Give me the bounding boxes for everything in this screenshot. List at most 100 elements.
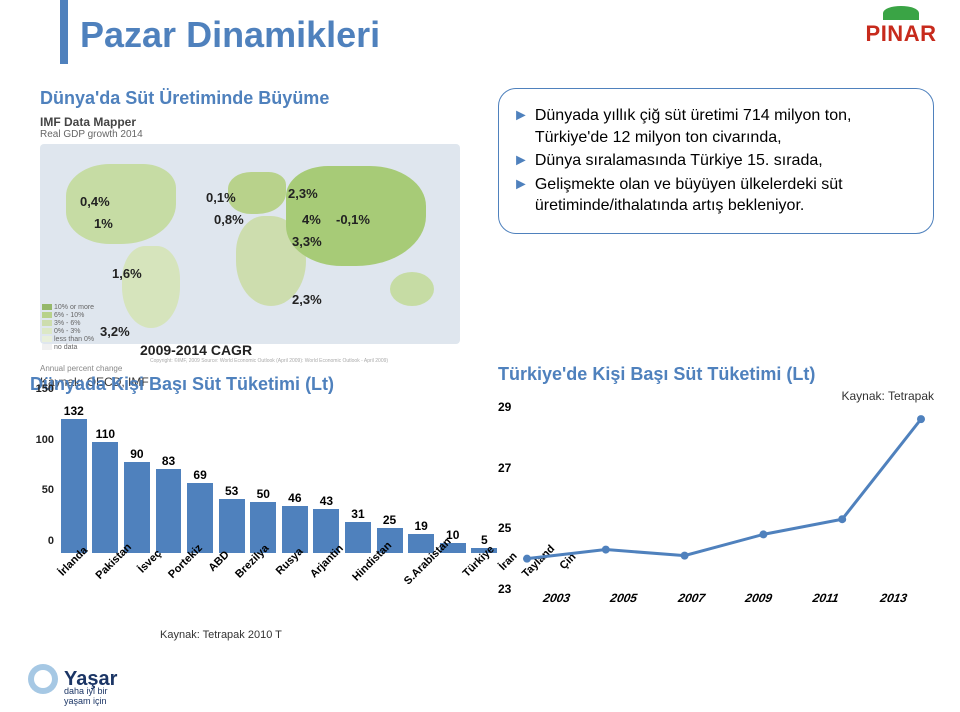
footer-logo-icon <box>28 664 58 694</box>
bar-value: 69 <box>193 468 206 482</box>
map-annual-change: Annual percent change <box>40 364 480 373</box>
line-point <box>917 415 925 423</box>
leaf-icon <box>883 6 919 20</box>
y-tick: 50 <box>42 484 54 496</box>
page-rule <box>60 0 68 64</box>
map-overlay-label: 3,3% <box>292 234 322 249</box>
y-tick: 27 <box>498 461 511 475</box>
callout-item: Gelişmekte olan ve büyüyen ülkelerdeki s… <box>513 174 917 217</box>
bar-value: 31 <box>351 507 364 521</box>
map-caption-1: IMF Data Mapper <box>40 115 480 129</box>
map-overlay-label: 3,2% <box>100 324 130 339</box>
bar: 53 <box>219 499 245 553</box>
bar-cell: 90 <box>121 462 153 553</box>
y-tick: 25 <box>498 521 511 535</box>
bar-cell: 69 <box>184 483 216 553</box>
bar-cell: 132 <box>58 419 90 553</box>
line-point <box>602 546 610 554</box>
y-tick: 100 <box>36 434 54 446</box>
world-bar-yaxis: 050100150 <box>30 401 54 553</box>
bar-value: 83 <box>162 454 175 468</box>
x-category: 2003 <box>520 591 592 617</box>
bar: 31 <box>345 522 371 553</box>
world-map: 0,4% 1% 1,6% 3,2% 0,1% 0,8% 2,3% 4% -0,1% 3,3% 2,3… <box>40 144 460 344</box>
map-overlay-label: 0,4% <box>80 194 110 209</box>
map-overlay-label: 1,6% <box>112 266 142 281</box>
footer-tagline: daha iyi bir yaşam için <box>64 686 117 706</box>
map-overlay-label: 2,3% <box>288 186 318 201</box>
callout-text: Dünyada yıllık çiğ süt üretimi 714 milyo… <box>535 105 917 148</box>
world-bar-plot: 050100150 13211090836953504643312519105 … <box>30 401 500 591</box>
bar-cell: 83 <box>153 469 185 553</box>
callout-item: Dünya sıralamasında Türkiye 15. sırada, <box>513 150 917 172</box>
bar: 69 <box>187 483 213 553</box>
world-bar-source: Kaynak: Tetrapak 2010 T <box>160 629 282 641</box>
y-tick: 23 <box>498 582 511 596</box>
bar: 132 <box>61 419 87 553</box>
cagr-label: 2009-2014 CAGR <box>140 342 480 358</box>
bar-value: 43 <box>320 494 333 508</box>
map-legend: 10% or more6% - 10%3% - 6%0% - 3%less th… <box>42 304 94 352</box>
bar: 90 <box>124 462 150 553</box>
world-bar-subtitle: Dünyada Kişi Başı Süt Tüketimi (Lt) <box>30 374 505 395</box>
bullet-icon <box>513 174 529 217</box>
bullet-icon <box>513 150 529 172</box>
map-overlay-label: 4% <box>302 212 321 227</box>
tr-line-plot: 23252729200320052007200920112013 <box>498 407 926 617</box>
bar-cell: 53 <box>216 499 248 553</box>
line-point <box>838 515 846 523</box>
y-tick: 150 <box>36 383 54 395</box>
continent-south-america <box>122 246 180 328</box>
map-overlay-label: 0,1% <box>206 190 236 205</box>
line-point <box>523 555 531 563</box>
line-point <box>759 530 767 538</box>
bar-value: 46 <box>288 491 301 505</box>
map-subtitle: Dünya'da Süt Üretiminde Büyüme <box>40 88 480 109</box>
bar-cell: 31 <box>342 522 374 553</box>
callout-box: Dünyada yıllık çiğ süt üretimi 714 milyo… <box>498 88 934 234</box>
section-world-map: Dünya'da Süt Üretiminde Büyüme IMF Data … <box>40 88 480 389</box>
brand-logo: PINAR <box>854 6 948 47</box>
bar: 83 <box>156 469 182 553</box>
x-axis: 200320052007200920112013 <box>522 591 926 617</box>
bar-value: 90 <box>130 447 143 461</box>
x-category: 2009 <box>722 591 794 617</box>
bullet-icon <box>513 105 529 148</box>
map-overlay-label: -0,1% <box>336 212 370 227</box>
x-category: 2013 <box>856 591 928 617</box>
bar-value: 25 <box>383 513 396 527</box>
world-bar-categories: İrlandaPakistanİsveçPortekizABDBrezilyaR… <box>58 553 500 591</box>
map-overlay-label: 0,8% <box>214 212 244 227</box>
bar: 110 <box>92 442 118 553</box>
world-bar-bars: 13211090836953504643312519105 <box>58 401 500 553</box>
footer-logo: Yaşar daha iyi bir yaşam için <box>28 664 117 694</box>
x-category: 2007 <box>654 591 726 617</box>
callout-text: Gelişmekte olan ve büyüyen ülkelerdeki s… <box>535 174 917 217</box>
callout-item: Dünyada yıllık çiğ süt üretimi 714 milyo… <box>513 105 917 148</box>
x-category: 2005 <box>587 591 659 617</box>
map-caption-2: Real GDP growth 2014 <box>40 129 480 140</box>
section-world-bar-chart: Dünyada Kişi Başı Süt Tüketimi (Lt) 0 50 1… <box>30 374 505 591</box>
bar-value: 19 <box>414 519 427 533</box>
bar-cell: 110 <box>90 442 122 553</box>
bar-value: 132 <box>64 404 84 418</box>
x-category: 2011 <box>789 591 861 617</box>
brand-name: PINAR <box>854 21 948 47</box>
map-overlay-label: 2,3% <box>292 292 322 307</box>
line-point <box>681 552 689 560</box>
continent-europe <box>228 172 286 214</box>
map-overlay-label: 1% <box>94 216 113 231</box>
line-series <box>527 419 921 559</box>
bar-value: 110 <box>96 427 115 441</box>
callout-text: Dünya sıralamasında Türkiye 15. sırada, <box>535 150 823 172</box>
section-turkey-line-chart: Türkiye'de Kişi Başı Süt Tüketimi (Lt) K… <box>498 364 934 617</box>
y-tick: 0 <box>48 535 54 547</box>
page-title: Pazar Dinamikleri <box>80 14 380 56</box>
tr-line-subtitle: Türkiye'de Kişi Başı Süt Tüketimi (Lt) <box>498 364 934 385</box>
bar-value: 53 <box>225 484 238 498</box>
tr-line-source: Kaynak: Tetrapak <box>498 389 934 403</box>
bar-value: 50 <box>257 487 270 501</box>
y-tick: 29 <box>498 400 511 414</box>
continent-oceania <box>390 272 434 306</box>
line-svg <box>522 407 926 589</box>
